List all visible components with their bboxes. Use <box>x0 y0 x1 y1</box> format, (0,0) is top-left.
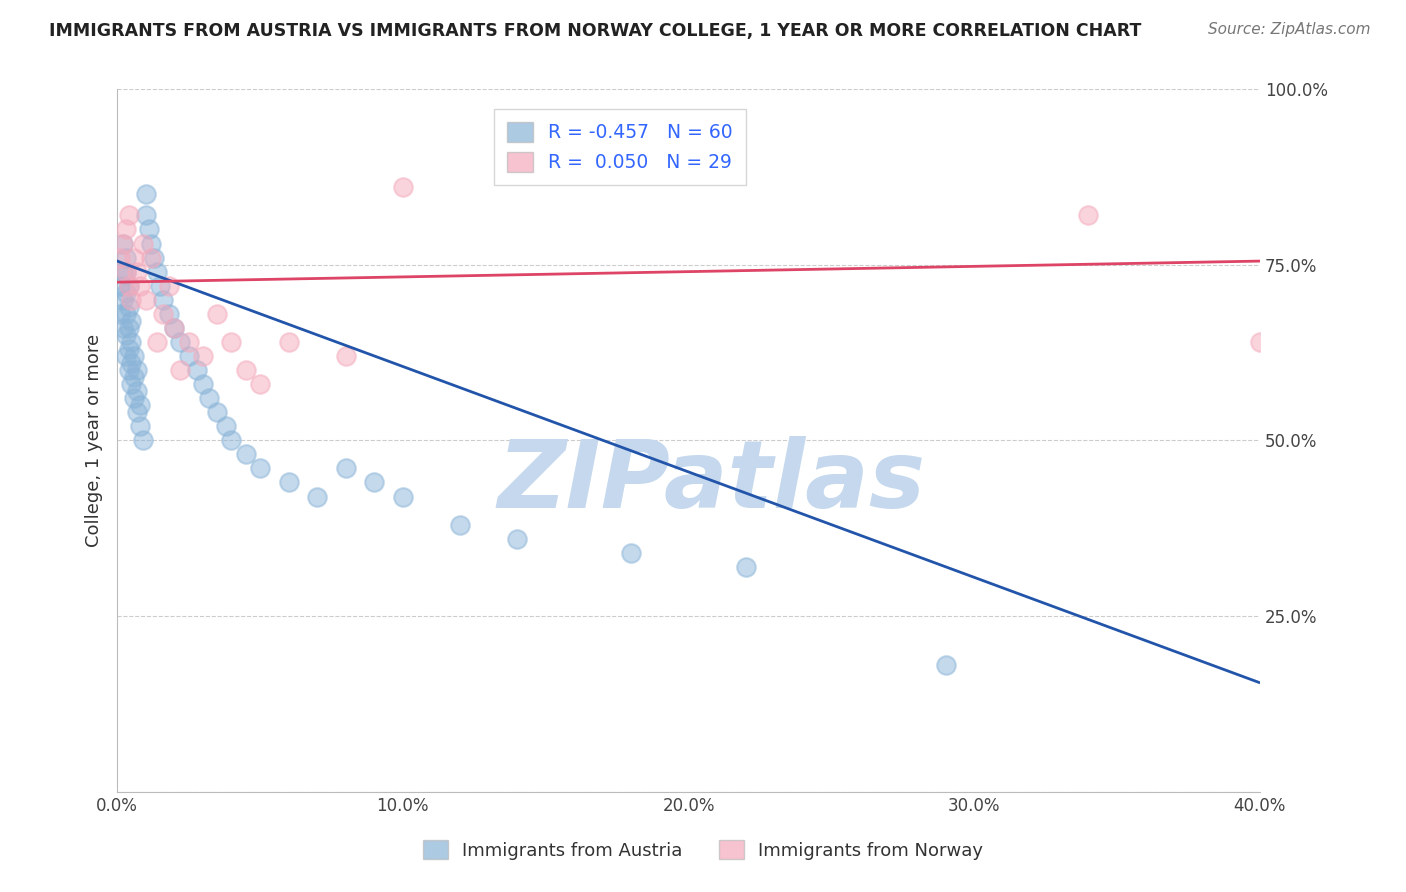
Point <box>177 349 200 363</box>
Point <box>235 447 257 461</box>
Text: IMMIGRANTS FROM AUSTRIA VS IMMIGRANTS FROM NORWAY COLLEGE, 1 YEAR OR MORE CORREL: IMMIGRANTS FROM AUSTRIA VS IMMIGRANTS FR… <box>49 22 1142 40</box>
Point <box>127 265 149 279</box>
Text: ZIPatlas: ZIPatlas <box>498 436 925 528</box>
Point <box>146 265 169 279</box>
Point <box>111 236 134 251</box>
Point <box>152 293 174 307</box>
Point <box>124 370 146 384</box>
Legend: R = -0.457   N = 60, R =  0.050   N = 29: R = -0.457 N = 60, R = 0.050 N = 29 <box>494 109 747 186</box>
Point <box>221 334 243 349</box>
Point <box>114 251 136 265</box>
Point <box>111 293 134 307</box>
Point <box>127 363 149 377</box>
Point <box>135 293 157 307</box>
Point <box>114 327 136 342</box>
Point <box>121 377 143 392</box>
Point <box>108 251 131 265</box>
Text: Source: ZipAtlas.com: Source: ZipAtlas.com <box>1208 22 1371 37</box>
Point <box>221 434 243 448</box>
Point <box>124 349 146 363</box>
Point <box>191 349 214 363</box>
Point <box>149 278 172 293</box>
Point <box>141 236 163 251</box>
Point <box>169 363 191 377</box>
Point <box>111 236 134 251</box>
Point <box>129 419 152 434</box>
Point <box>307 490 329 504</box>
Point <box>114 307 136 321</box>
Point <box>335 461 357 475</box>
Point <box>152 307 174 321</box>
Point <box>186 363 208 377</box>
Point <box>111 321 134 335</box>
Point <box>141 251 163 265</box>
Point <box>197 391 219 405</box>
Point <box>121 356 143 370</box>
Point <box>117 278 139 293</box>
Point <box>108 278 131 293</box>
Point <box>114 349 136 363</box>
Point <box>277 334 299 349</box>
Point <box>146 334 169 349</box>
Point <box>235 363 257 377</box>
Point <box>1077 208 1099 222</box>
Point <box>117 363 139 377</box>
Point <box>129 398 152 412</box>
Point <box>1249 334 1271 349</box>
Point <box>177 334 200 349</box>
Point <box>114 285 136 300</box>
Point <box>363 475 385 490</box>
Point <box>205 405 228 419</box>
Point <box>169 334 191 349</box>
Point <box>135 208 157 222</box>
Y-axis label: College, 1 year or more: College, 1 year or more <box>86 334 103 547</box>
Point <box>124 251 146 265</box>
Point <box>108 307 131 321</box>
Point <box>121 314 143 328</box>
Point <box>249 461 271 475</box>
Point <box>191 377 214 392</box>
Point <box>132 434 155 448</box>
Point <box>117 278 139 293</box>
Point <box>121 293 143 307</box>
Point <box>127 384 149 398</box>
Point <box>163 321 186 335</box>
Point <box>449 517 471 532</box>
Point <box>935 658 957 673</box>
Point <box>124 391 146 405</box>
Point <box>117 300 139 314</box>
Point <box>117 321 139 335</box>
Point <box>277 475 299 490</box>
Point <box>114 265 136 279</box>
Point <box>620 546 643 560</box>
Point <box>506 532 529 546</box>
Point <box>157 307 180 321</box>
Point <box>117 208 139 222</box>
Point <box>205 307 228 321</box>
Point <box>392 180 415 194</box>
Point <box>117 342 139 356</box>
Point <box>135 187 157 202</box>
Point <box>249 377 271 392</box>
Point <box>138 222 160 236</box>
Point <box>392 490 415 504</box>
Point <box>335 349 357 363</box>
Point <box>114 265 136 279</box>
Point <box>143 251 166 265</box>
Point <box>114 222 136 236</box>
Point <box>132 236 155 251</box>
Point <box>734 559 756 574</box>
Point <box>129 278 152 293</box>
Point <box>215 419 238 434</box>
Point <box>127 405 149 419</box>
Point <box>163 321 186 335</box>
Legend: Immigrants from Austria, Immigrants from Norway: Immigrants from Austria, Immigrants from… <box>415 832 991 867</box>
Point <box>111 265 134 279</box>
Point <box>121 334 143 349</box>
Point <box>157 278 180 293</box>
